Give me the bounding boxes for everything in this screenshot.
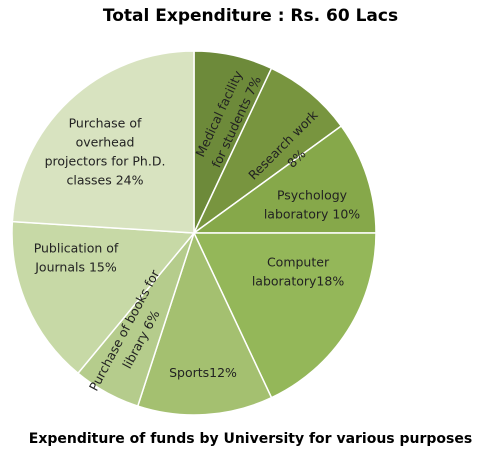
slice-label: Psychology laboratory 10%	[264, 188, 360, 222]
pie-slice	[11, 50, 195, 234]
slice-label: Publication of Journals 15%	[34, 241, 119, 275]
chart-title: Total Expenditure : Rs. 60 Lacs	[102, 6, 399, 26]
pie-slice	[193, 67, 343, 234]
pie-slice	[11, 220, 196, 375]
slice-label: Computer laboratory18%	[252, 255, 345, 289]
pie-slice	[192, 232, 377, 399]
pie-slice	[136, 230, 273, 416]
slice-label: Purchase of overhead projectors for Ph.D. c…	[45, 116, 166, 188]
slice-label: Sports12%	[169, 365, 237, 380]
chart-caption: Expenditure of funds by University for v…	[28, 431, 473, 447]
pie-slice	[191, 124, 377, 234]
